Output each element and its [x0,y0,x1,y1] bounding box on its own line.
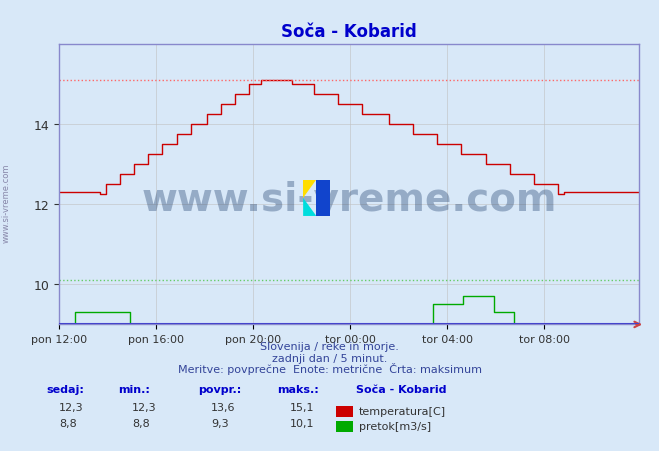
Text: zadnji dan / 5 minut.: zadnji dan / 5 minut. [272,353,387,363]
Text: Meritve: povprečne  Enote: metrične  Črta: maksimum: Meritve: povprečne Enote: metrične Črta:… [177,362,482,374]
Text: 12,3: 12,3 [132,402,156,412]
Text: 13,6: 13,6 [211,402,235,412]
Polygon shape [303,198,316,216]
Text: 10,1: 10,1 [290,418,314,428]
Polygon shape [316,180,330,216]
Text: Soča - Kobarid: Soča - Kobarid [356,384,446,394]
Text: povpr.:: povpr.: [198,384,241,394]
Text: 8,8: 8,8 [132,418,150,428]
Polygon shape [303,180,316,198]
Text: temperatura[C]: temperatura[C] [359,406,446,416]
Text: www.si-vreme.com: www.si-vreme.com [2,163,11,243]
Text: www.si-vreme.com: www.si-vreme.com [142,180,557,218]
Text: 8,8: 8,8 [59,418,77,428]
Text: 12,3: 12,3 [59,402,84,412]
Text: 9,3: 9,3 [211,418,229,428]
Text: 15,1: 15,1 [290,402,314,412]
Text: Slovenija / reke in morje.: Slovenija / reke in morje. [260,341,399,351]
Text: sedaj:: sedaj: [46,384,84,394]
Title: Soča - Kobarid: Soča - Kobarid [281,23,417,41]
Text: min.:: min.: [119,384,150,394]
Text: pretok[m3/s]: pretok[m3/s] [359,421,431,431]
Text: maks.:: maks.: [277,384,318,394]
